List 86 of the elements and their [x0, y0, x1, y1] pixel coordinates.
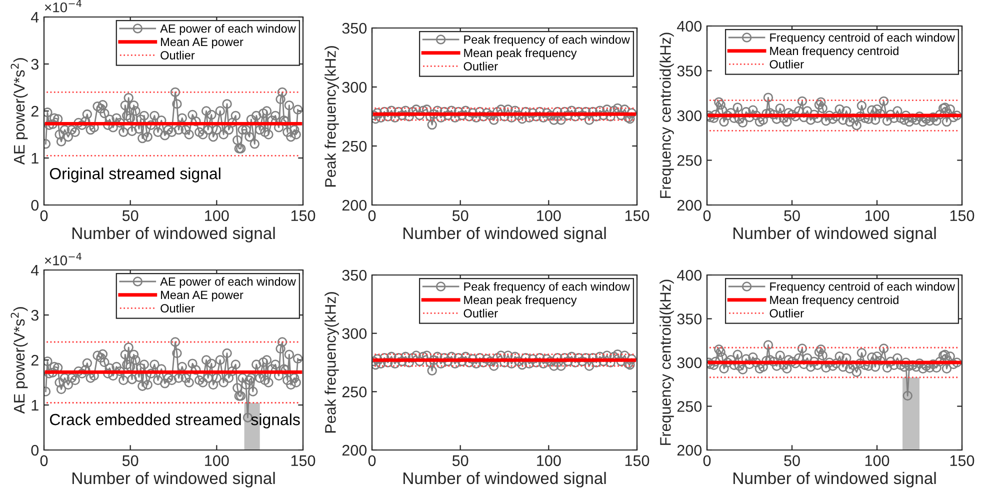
y-tick-label: 250 [342, 140, 367, 152]
legend-label: Mean frequency centroid [770, 46, 898, 58]
legend-label: AE power of each window [160, 277, 296, 288]
y-tick-label: 1 [32, 400, 38, 411]
x-tick-label: 50 [122, 455, 138, 466]
x-axis-title: Number of windowed signal [404, 472, 606, 488]
legend-label: Outlier [464, 62, 498, 70]
x-tick-label: 100 [865, 455, 890, 466]
y-tick-label: 0 [31, 200, 39, 211]
y-tick-label: 0 [31, 444, 39, 456]
x-tick-label: 100 [537, 455, 561, 466]
x-tick-label: 0 [368, 455, 376, 466]
x-axis-title: Number of windowed signal [72, 472, 275, 488]
legend-label: Frequency centroid of each window [770, 282, 955, 294]
x-tick-label: 150 [950, 210, 974, 222]
y-tick-label: 200 [342, 444, 367, 456]
legend-label: Outlier [770, 60, 804, 68]
legend-label: Outlier [160, 50, 195, 60]
x-tick-label: 0 [40, 210, 48, 222]
annotation: Crack embedded streamed signals [50, 414, 300, 428]
text: ×10$^{−4}$ [44, 252, 82, 266]
y-tick-label: 250 [677, 401, 702, 412]
legend-label: Mean peak frequency [464, 295, 577, 306]
x-tick-label: 100 [205, 455, 229, 466]
y-tick-label: 350 [342, 270, 367, 281]
y-tick-label: 200 [677, 200, 702, 211]
legend-label: Mean peak frequency [464, 48, 577, 60]
x-tick-label: 150 [950, 455, 974, 466]
x-axis-title: Number of windowed signal [734, 472, 936, 488]
y-tick-label: 300 [342, 328, 367, 340]
y-axis-title: AE power(V*s$^{2}$) [10, 307, 28, 414]
y-axis-title: Frequency centroid(kHz) [660, 280, 674, 445]
y-axis-title: Peak frequency(kHz) [324, 46, 339, 187]
y-tick-label: 350 [677, 314, 702, 324]
y-tick-label: 200 [677, 444, 702, 456]
legend-label: Mean AE power [161, 38, 244, 48]
legend-label: Outlier [770, 308, 804, 318]
x-tick-label: 0 [703, 455, 711, 466]
x-tick-label: 100 [865, 210, 890, 222]
y-tick-label: 300 [677, 110, 702, 122]
annotation: Original streamed signal [50, 168, 220, 182]
legend-label: Outlier [160, 304, 195, 312]
x-tick-label: 50 [452, 210, 468, 222]
x-tick-label: 50 [784, 210, 800, 222]
y-tick-label: 300 [677, 357, 702, 368]
legend-label: Frequency centroid of each window [770, 33, 955, 44]
legend-label: AE power of each window [160, 24, 296, 36]
y-tick-label: 3 [31, 58, 38, 70]
y-tick-label: 250 [342, 386, 367, 398]
y-tick-label: 4 [30, 12, 39, 23]
legend-label: Peak frequency of each window [464, 282, 630, 294]
text: ×10$^{−4}$ [44, 0, 82, 12]
x-tick-label: 150 [625, 210, 650, 222]
x-tick-label: 0 [40, 455, 48, 466]
x-tick-label: 50 [452, 455, 468, 466]
y-tick-label: 400 [677, 20, 702, 32]
x-axis-title: Number of windowed signal [404, 226, 606, 242]
x-tick-label: 0 [703, 210, 711, 222]
y-axis-title: AE power(V*s$^{2}$) [10, 58, 28, 165]
y-axis-title: Frequency centroid(kHz) [660, 32, 674, 198]
x-tick-label: 0 [368, 210, 376, 222]
y-tick-label: 2 [31, 354, 38, 366]
y-tick-label: 250 [677, 155, 702, 166]
y-axis-title: Peak frequency(kHz) [324, 292, 339, 433]
x-tick-label: 50 [784, 455, 800, 466]
x-tick-label: 100 [205, 210, 229, 222]
legend-label: Mean frequency centroid [770, 295, 898, 306]
y-tick-label: 350 [677, 66, 702, 76]
x-axis-title: Number of windowed signal [72, 226, 275, 242]
y-tick-label: 350 [342, 22, 367, 34]
x-axis-title: Number of windowed signal [734, 226, 936, 242]
x-tick-label: 100 [537, 210, 561, 222]
x-tick-label: 150 [625, 455, 650, 466]
y-tick-label: 200 [342, 200, 367, 211]
legend-label: Mean AE power [161, 290, 244, 302]
y-tick-label: 4 [30, 265, 39, 276]
y-tick-label: 400 [677, 270, 702, 281]
legend-label: Peak frequency of each window [464, 35, 630, 46]
y-tick-label: 1 [32, 153, 38, 164]
x-tick-label: 150 [291, 455, 316, 466]
y-tick-label: 3 [31, 310, 38, 321]
y-tick-label: 2 [31, 106, 38, 117]
x-tick-label: 150 [291, 210, 316, 222]
y-tick-label: 300 [342, 82, 367, 93]
legend-label: Outlier [464, 308, 498, 318]
x-tick-label: 50 [122, 210, 138, 222]
